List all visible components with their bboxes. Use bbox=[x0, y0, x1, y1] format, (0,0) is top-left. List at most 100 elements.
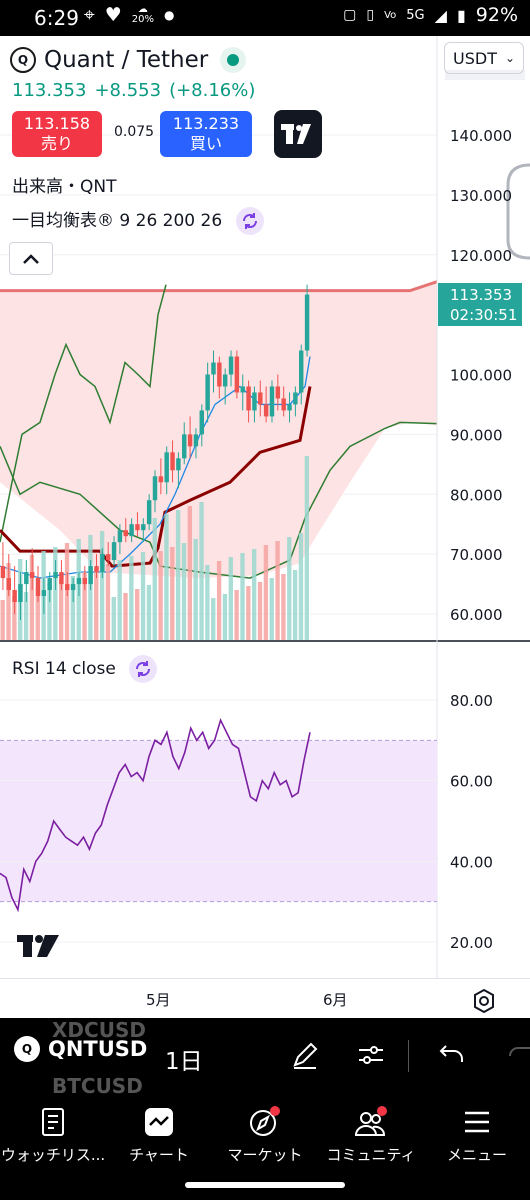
senkou-span-b-line bbox=[0, 280, 438, 293]
volume-bar bbox=[246, 586, 251, 640]
volume-bar bbox=[252, 549, 257, 640]
nav-menu[interactable]: メニュー bbox=[424, 1104, 530, 1165]
symbol-header[interactable]: Q Quant / Tether bbox=[10, 44, 247, 76]
volume-study-label[interactable]: 出来高・QNT bbox=[12, 177, 117, 197]
community-icon bbox=[354, 1106, 387, 1136]
drawing-pen-icon[interactable] bbox=[290, 1040, 320, 1070]
market-open-icon bbox=[220, 47, 247, 73]
volume-bar bbox=[304, 456, 309, 640]
price-change: +8.553 bbox=[94, 80, 162, 101]
volume-bar bbox=[275, 541, 280, 640]
price-chart[interactable]: 140.000130.000120.000100.00090.00080.000… bbox=[0, 0, 530, 980]
volume-bar bbox=[205, 565, 210, 640]
chevron-down-icon: ⌄ bbox=[504, 51, 515, 65]
candle-body bbox=[158, 476, 164, 483]
volume-bar bbox=[164, 514, 169, 640]
volume-bar bbox=[146, 585, 152, 640]
volume-bar bbox=[181, 543, 187, 640]
symbol-selector[interactable]: Q QNTUSD bbox=[14, 1036, 147, 1062]
candle-body bbox=[123, 530, 128, 537]
heart-icon: ♥ bbox=[104, 4, 122, 26]
chart-toolbar: XDCUSD BTCUSD Q QNTUSD 1日 bbox=[0, 1018, 530, 1098]
candle-body bbox=[65, 584, 70, 591]
volume-bar bbox=[287, 537, 292, 640]
price-axis-label: 60.000 bbox=[450, 606, 503, 624]
nav-watchlist[interactable]: ウォッチリス... bbox=[0, 1104, 106, 1165]
nav-community[interactable]: コミュニティ bbox=[318, 1104, 424, 1165]
home-indicator[interactable] bbox=[185, 1182, 345, 1188]
dot-icon: ● bbox=[163, 8, 175, 22]
volte-icon: Vo bbox=[384, 9, 397, 21]
volume-bar bbox=[222, 594, 228, 640]
candle-body bbox=[141, 524, 146, 531]
ichimoku-cloud bbox=[0, 281, 437, 579]
last-price: 113.353 bbox=[12, 80, 87, 101]
signal-icon: ◢ bbox=[434, 5, 447, 25]
indicators-icon[interactable] bbox=[356, 1040, 386, 1070]
candle-body bbox=[152, 476, 158, 501]
candle-body bbox=[82, 578, 88, 585]
volume-bar bbox=[111, 597, 116, 640]
watchlist-icon bbox=[42, 1108, 64, 1136]
cast-icon: ▢ bbox=[343, 7, 357, 23]
candle-body bbox=[24, 572, 29, 585]
volume-bar bbox=[105, 564, 111, 640]
volume-bar bbox=[58, 580, 64, 640]
rsi-study-label[interactable]: RSI 14 close bbox=[12, 655, 158, 683]
candle-body bbox=[246, 386, 251, 411]
candle-body bbox=[76, 578, 82, 585]
candle-body bbox=[281, 398, 286, 411]
candle-body bbox=[117, 530, 123, 543]
candle-body bbox=[6, 578, 11, 591]
tradingview-icon bbox=[281, 124, 311, 144]
volume-bar bbox=[263, 545, 269, 640]
sell-button[interactable]: 113.158 売り bbox=[12, 111, 102, 157]
candle-body bbox=[252, 392, 257, 411]
volume-bar bbox=[23, 592, 29, 640]
candle-body bbox=[164, 452, 169, 483]
refresh-icon[interactable] bbox=[235, 207, 264, 235]
tradingview-logo-button[interactable] bbox=[274, 110, 322, 158]
collapse-studies-button[interactable] bbox=[9, 242, 53, 275]
candle-body bbox=[59, 572, 64, 585]
candle-body bbox=[176, 458, 181, 471]
volume-bar bbox=[117, 560, 122, 640]
senkou-span-a-line bbox=[0, 421, 438, 579]
volume-bar bbox=[129, 556, 134, 640]
volume-bar bbox=[187, 506, 193, 640]
time-axis[interactable]: 5月 6月 bbox=[0, 978, 530, 1018]
nav-chart[interactable]: チャート bbox=[106, 1104, 212, 1165]
rsi-refresh-icon[interactable] bbox=[129, 655, 158, 683]
candle-body bbox=[234, 356, 240, 393]
volume-bar bbox=[298, 533, 304, 640]
volume-bar bbox=[140, 552, 146, 640]
volume-bar bbox=[175, 510, 181, 640]
candle-body bbox=[146, 500, 152, 525]
compass-icon bbox=[250, 1106, 280, 1136]
scroll-handle bbox=[506, 163, 530, 260]
buy-button[interactable]: 113.233 買い bbox=[160, 111, 252, 157]
volume-bar bbox=[70, 576, 76, 640]
candle-body bbox=[193, 434, 199, 447]
candle-body bbox=[70, 584, 76, 591]
volume-bar bbox=[211, 598, 216, 640]
volume-bar bbox=[199, 502, 204, 640]
battery-icon: ▮ bbox=[456, 5, 466, 25]
candle-body bbox=[205, 374, 210, 411]
interval-selector[interactable]: 1日 bbox=[165, 1049, 203, 1075]
redo-icon[interactable] bbox=[508, 1040, 530, 1068]
ichimoku-study-label[interactable]: 一目均衡表® 9 26 200 26 bbox=[12, 206, 264, 235]
chart-settings-icon[interactable] bbox=[470, 987, 498, 1015]
volume-bar bbox=[257, 582, 263, 640]
candle-body bbox=[105, 554, 111, 561]
currency-select[interactable]: USDT ⌄ bbox=[444, 42, 524, 74]
candle-body bbox=[135, 524, 140, 531]
chevron-up-icon bbox=[23, 253, 39, 264]
volume-bar bbox=[29, 555, 35, 640]
price-axis-label: 130.000 bbox=[450, 187, 512, 205]
nav-market[interactable]: マーケット bbox=[212, 1104, 318, 1165]
undo-icon[interactable] bbox=[438, 1040, 466, 1068]
volume-bar bbox=[94, 568, 99, 640]
volume-bar bbox=[228, 557, 233, 640]
price-axis-label: 90.000 bbox=[450, 426, 503, 444]
